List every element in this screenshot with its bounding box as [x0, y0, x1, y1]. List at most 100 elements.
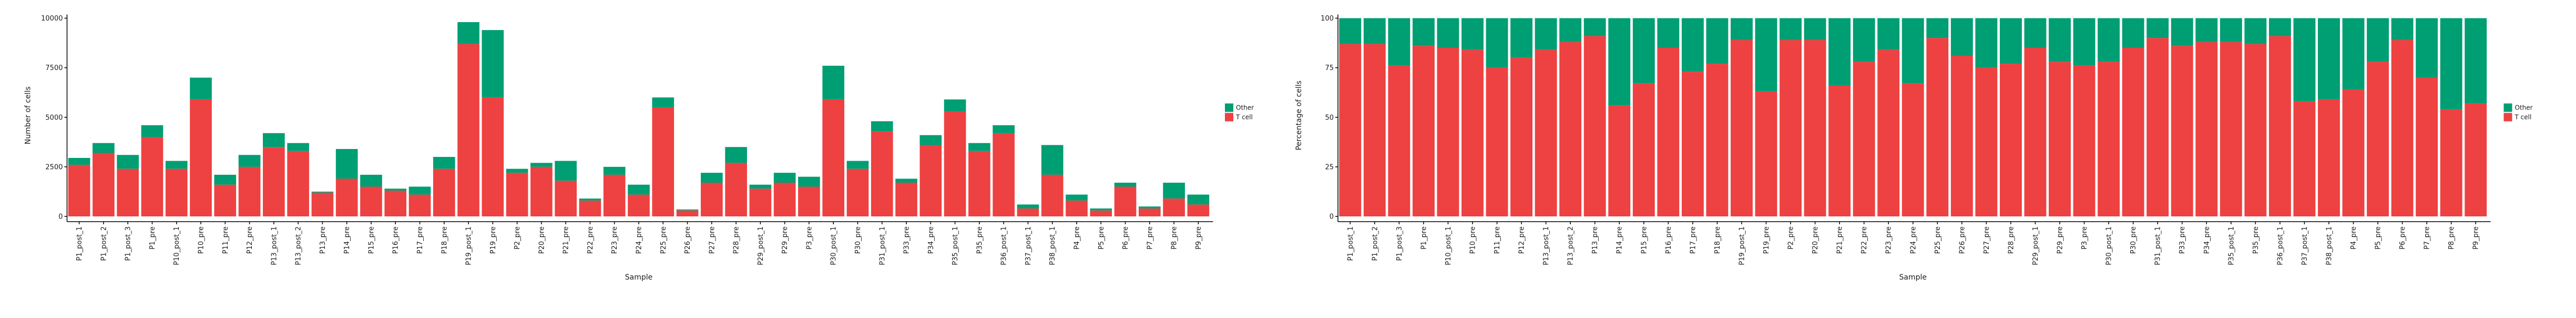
bar-tcell-P1_post_3	[117, 168, 139, 216]
y-tick-label: 7500	[45, 64, 63, 72]
bar-tcell-P35_pre	[2244, 44, 2267, 216]
bar-tcell-P15_pre	[1632, 83, 1655, 216]
y-tick-label: 100	[1321, 15, 1334, 23]
bar-tcell-P25_pre	[652, 107, 674, 216]
x-tick-label: P12_pre	[246, 226, 254, 254]
bar-other-P22_pre	[1853, 18, 1875, 62]
bar-tcell-P1_pre	[141, 137, 163, 216]
x-tick-label: P4_pre	[2350, 226, 2358, 250]
bar-other-P19_pre	[482, 30, 504, 98]
bar-tcell-P21_pre	[1828, 85, 1851, 216]
bar-tcell-P5_pre	[2367, 62, 2389, 216]
x-tick-label: P21_pre	[563, 226, 570, 254]
bar-tcell-P6_pre	[1114, 186, 1137, 216]
x-tick-label: P34_pre	[2203, 226, 2211, 254]
bar-other-P7_pre	[1138, 206, 1161, 208]
legend-label: T cell	[2514, 114, 2532, 121]
legend: Other T cell	[2503, 103, 2533, 122]
bar-tcell-P1_pre	[1412, 46, 1435, 217]
bar-other-P29_post_1	[2024, 18, 2047, 48]
y-tick-label: 0	[1330, 213, 1334, 221]
bar-tcell-P10_post_1	[1437, 47, 1459, 216]
bar-tcell-P10_pre	[1461, 49, 1484, 217]
bar-tcell-P16_pre	[384, 191, 407, 216]
bar-other-P13_post_1	[263, 133, 285, 147]
x-tick-label: P21_pre	[1836, 226, 1844, 254]
x-tick-label: P25_pre	[660, 226, 668, 254]
bar-other-P18_pre	[1706, 18, 1729, 64]
x-tick-label: P7_pre	[1146, 226, 1154, 250]
y-axis-title: Number of cells	[24, 86, 33, 144]
bar-other-P33_pre	[895, 178, 917, 183]
x-tick-label: P18_pre	[1714, 226, 1722, 254]
bar-tcell-P35_pre	[968, 151, 990, 216]
bar-tcell-P9_pre	[2465, 103, 2487, 216]
x-tick-label: P22_pre	[587, 226, 595, 254]
x-tick-label: P18_pre	[441, 226, 448, 254]
x-tick-label: P1_post_3	[125, 226, 132, 261]
x-tick-label: P28_pre	[2007, 226, 2015, 254]
bar-tcell-P36_post_1	[993, 133, 1015, 216]
bar-tcell-P28_pre	[1999, 64, 2022, 216]
x-tick-label: P3_pre	[2081, 226, 2089, 250]
x-tick-label: P16_pre	[392, 226, 400, 254]
x-tick-label: P30_pre	[854, 226, 862, 254]
bar-other-P14_pre	[1608, 18, 1631, 106]
x-tick-label: P31_post_1	[878, 226, 886, 265]
bar-other-P19_post_1	[457, 22, 479, 44]
bar-other-P29_pre	[2049, 18, 2071, 62]
bar-other-P24_pre	[628, 184, 650, 195]
x-tick-label: P8_pre	[1171, 226, 1179, 250]
bar-tcell-P17_pre	[1681, 72, 1704, 216]
cell-percentage-chart: 0 25 50 75 100 P1_post_1 P1_post_2 P1_post_3 P1_…	[1295, 14, 2533, 282]
legend-swatch	[2503, 103, 2512, 112]
bar-other-P21_pre	[555, 161, 577, 181]
x-tick-label: P22_pre	[1861, 226, 1868, 254]
bar-other-P10_post_1	[1437, 18, 1459, 48]
bar-other-P30_pre	[2122, 18, 2144, 48]
bar-tcell-P28_pre	[725, 163, 747, 216]
x-tick-label: P1_post_2	[100, 226, 108, 261]
bar-tcell-P17_pre	[408, 194, 431, 216]
x-tick-label: P33_pre	[2179, 226, 2186, 254]
bar-other-P15_pre	[1632, 18, 1655, 84]
bar-other-P12_pre	[238, 155, 261, 167]
bar-tcell-P12_pre	[1510, 57, 1533, 217]
x-tick-label: P37_post_1	[1025, 226, 1033, 265]
x-tick-label: P1_pre	[149, 226, 157, 250]
bar-other-P38_post_1	[2318, 18, 2340, 100]
bar-other-P10_pre	[190, 77, 212, 100]
bar-tcell-P18_pre	[433, 168, 455, 216]
bar-tcell-P37_post_1	[2293, 101, 2316, 216]
x-tick-label: P35_pre	[976, 226, 984, 254]
bar-tcell-P13_post_2	[287, 151, 309, 216]
x-tick-label: P11_pre	[1494, 226, 1501, 254]
bar-other-P14_pre	[335, 148, 358, 179]
x-tick-label: P1_post_2	[1371, 226, 1379, 261]
bar-tcell-P1_post_2	[1363, 44, 1386, 216]
bar-other-P13_post_1	[1535, 18, 1557, 50]
x-tick-label: P10_pre	[1469, 226, 1477, 254]
bar-tcell-P1_post_3	[1388, 65, 1410, 217]
bar-other-P38_post_1	[1041, 145, 1064, 175]
bar-tcell-P4_pre	[2342, 90, 2365, 216]
x-tick-label: P36_post_1	[1000, 226, 1008, 265]
x-tick-label: P1_post_1	[1347, 226, 1355, 261]
bar-tcell-P24_pre	[1902, 83, 1924, 216]
x-tick-label: P24_pre	[1909, 226, 1917, 254]
bar-other-P17_pre	[408, 186, 431, 195]
x-tick-label: P34_pre	[927, 226, 935, 254]
x-tick-label: P29_post_1	[2032, 226, 2040, 265]
bar-tcell-P31_post_1	[2146, 38, 2169, 217]
x-tick-label: P19_pre	[489, 226, 497, 254]
bar-tcell-P19_post_1	[1731, 39, 1753, 216]
bar-tcell-P1_post_1	[68, 165, 90, 216]
bar-other-P5_pre	[1090, 208, 1112, 211]
bar-tcell-P7_pre	[1138, 208, 1161, 216]
bar-tcell-P22_pre	[1853, 62, 1875, 216]
legend-label: T cell	[1235, 114, 1253, 121]
bar-tcell-P36_post_1	[2268, 36, 2291, 216]
x-tick-label: P7_pre	[2424, 226, 2431, 250]
bar-other-P11_pre	[1486, 18, 1508, 68]
